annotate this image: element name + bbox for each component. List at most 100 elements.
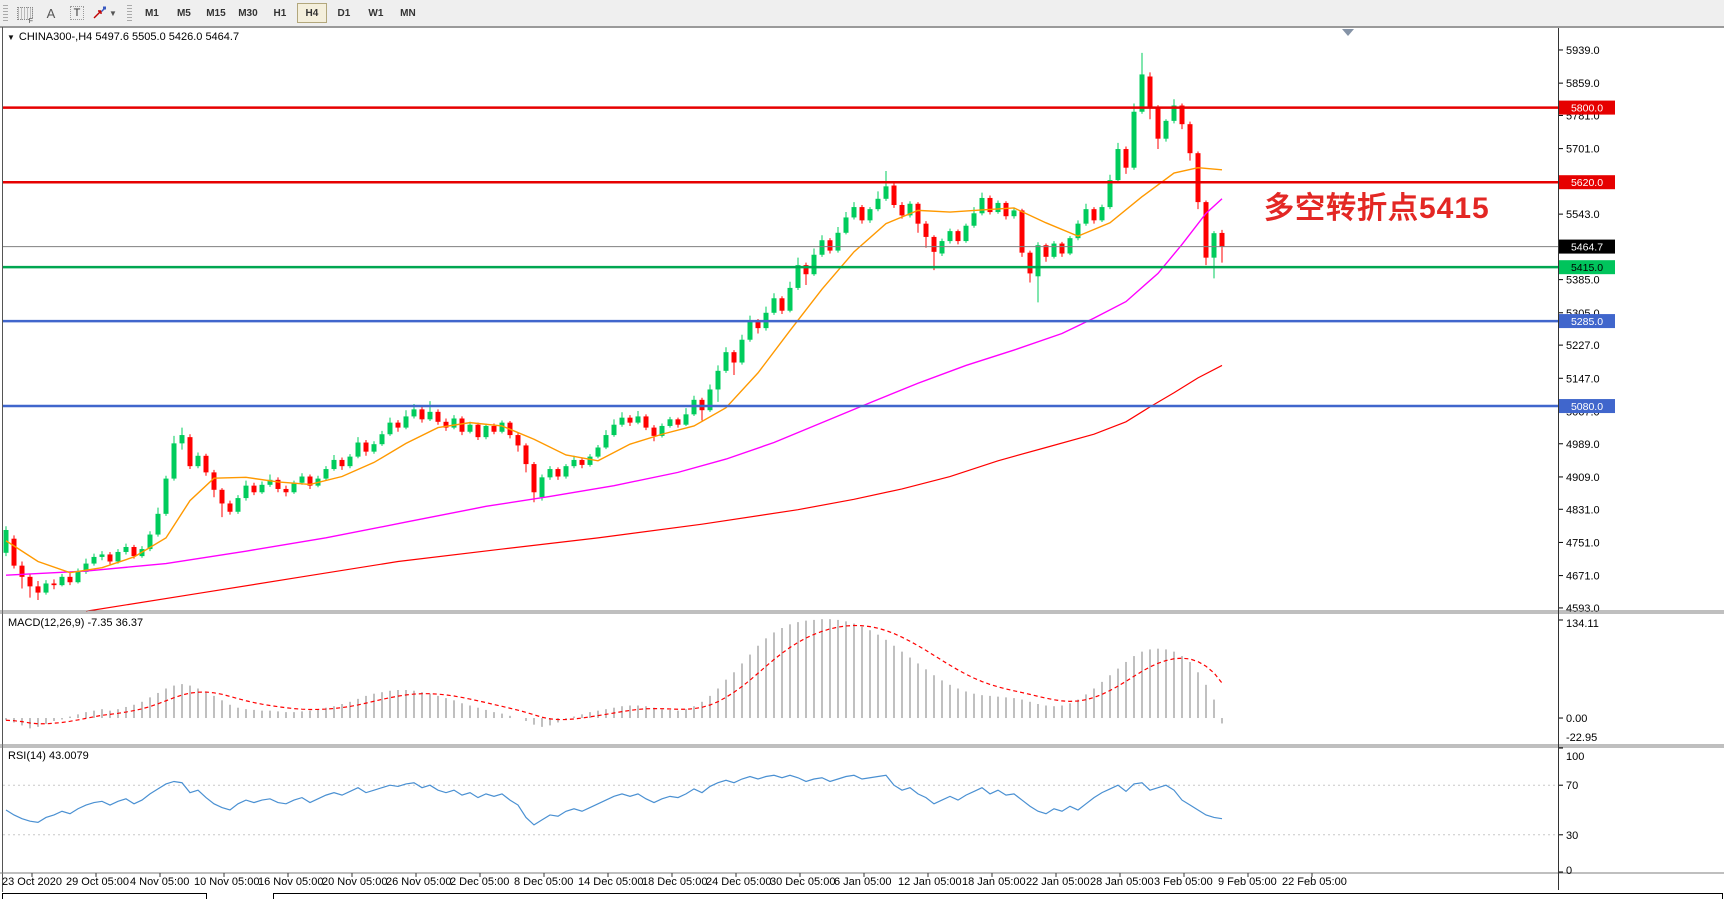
candle-body xyxy=(75,571,81,583)
letter-a-icon: A xyxy=(46,5,56,21)
candle-body xyxy=(227,503,233,512)
candle-body xyxy=(819,240,825,255)
ma-fast-line xyxy=(5,166,1223,574)
candle-body xyxy=(675,419,681,425)
candle-body xyxy=(1115,149,1121,181)
shift-marker-icon[interactable] xyxy=(1342,29,1354,36)
candle-body xyxy=(547,469,553,478)
date-label: 20 Nov 05:00 xyxy=(322,876,387,888)
timeframe-m30[interactable]: M30 xyxy=(238,7,258,19)
chevron-down-icon: ▼ xyxy=(109,8,117,18)
candle-body xyxy=(1123,149,1129,168)
rsi-tick-label: 0 xyxy=(1566,865,1572,877)
candle-body xyxy=(747,321,753,340)
candle-body xyxy=(1195,153,1201,203)
candle-body xyxy=(635,416,641,423)
price-tick-label: 5543.0 xyxy=(1566,209,1600,221)
background-window-fragment xyxy=(273,893,1723,899)
candle-body xyxy=(1091,209,1097,221)
candle-body xyxy=(987,197,993,213)
candle-body xyxy=(827,240,833,251)
candle-body xyxy=(435,411,441,422)
candle-body xyxy=(483,425,489,438)
candle-body xyxy=(995,202,1001,213)
collapse-triangle-icon[interactable]: ▼ xyxy=(7,33,15,42)
candle-body xyxy=(963,225,969,242)
price-tick-label: 5939.0 xyxy=(1566,45,1600,57)
symbol-header[interactable]: ▼ CHINA300-,H4 5497.6 5505.0 5426.0 5464.… xyxy=(7,31,239,43)
candle-body xyxy=(1219,232,1225,247)
candle-body xyxy=(419,409,425,420)
candle-body xyxy=(539,477,545,498)
date-label: 22 Feb 05:00 xyxy=(1282,876,1347,888)
date-label: 3 Feb 05:00 xyxy=(1154,876,1213,888)
candle-body xyxy=(531,464,537,493)
candle-body xyxy=(259,484,265,493)
grid-template-button[interactable]: F xyxy=(13,2,37,25)
candle-body xyxy=(1171,105,1177,121)
candle-body xyxy=(403,416,409,428)
candle-body xyxy=(211,472,217,490)
candle-body xyxy=(171,443,177,479)
candle-body xyxy=(67,576,73,583)
ma-mid-line xyxy=(5,198,1223,576)
date-label: 22 Jan 05:00 xyxy=(1026,876,1090,888)
candle-body xyxy=(603,435,609,448)
candle-body xyxy=(579,459,585,465)
toolbar-drag-handle[interactable] xyxy=(3,5,8,21)
macd-max-label: 134.11 xyxy=(1566,618,1599,630)
price-tick-label: 4909.0 xyxy=(1566,472,1600,484)
chart-background xyxy=(0,27,1724,893)
timeframe-m1[interactable]: M1 xyxy=(144,7,159,19)
candle-body xyxy=(411,409,417,417)
candle-body xyxy=(851,207,857,218)
date-label: 16 Nov 05:00 xyxy=(258,876,323,888)
candle-body xyxy=(859,207,865,221)
candle-body xyxy=(787,287,793,311)
arrows-tool-button[interactable]: ▼ xyxy=(91,2,118,24)
candle-body xyxy=(907,203,913,216)
candle-body xyxy=(27,576,33,587)
candle-body xyxy=(243,485,249,499)
candle-body xyxy=(339,459,345,467)
text-box-tool-button[interactable]: T xyxy=(65,2,89,24)
diagonal-arrows-icon xyxy=(93,6,106,19)
candle-body xyxy=(1019,210,1025,253)
candle-body xyxy=(107,554,113,562)
candle-body xyxy=(203,455,209,473)
candle-body xyxy=(875,198,881,210)
candle-body xyxy=(923,223,929,237)
timeframe-d1[interactable]: D1 xyxy=(337,7,351,19)
timeframe-mn[interactable]: MN xyxy=(400,7,416,19)
candle-body xyxy=(451,418,457,428)
date-label: 6 Jan 05:00 xyxy=(834,876,892,888)
candle-body xyxy=(1035,245,1041,277)
rsi-tick-label: 70 xyxy=(1566,780,1578,792)
candle-body xyxy=(155,513,161,535)
timeframe-h1[interactable]: H1 xyxy=(273,7,287,19)
candle-body xyxy=(267,479,273,485)
timeframe-m5[interactable]: M5 xyxy=(176,7,191,19)
candle-body xyxy=(387,422,393,435)
toolbar: F A T ▼ M1 M5 M15 M30 H1 H4 D1 W1 MN xyxy=(0,0,1724,27)
timeframe-h4[interactable]: H4 xyxy=(296,3,327,23)
candle-body xyxy=(1147,76,1153,108)
candle-body xyxy=(947,231,953,242)
candle-body xyxy=(35,586,41,593)
macd-min-label: -22.95 xyxy=(1566,732,1597,744)
date-label: 4 Nov 05:00 xyxy=(130,876,189,888)
chart-canvas[interactable]: 5939.05859.05781.05701.05543.05385.05305… xyxy=(0,27,1724,893)
candle-body xyxy=(811,254,817,275)
price-badge xyxy=(1559,175,1615,190)
timeframe-toolbar-handle[interactable] xyxy=(126,5,132,21)
candle-body xyxy=(43,583,49,593)
rsi-tick-label: 30 xyxy=(1566,830,1578,842)
timeframe-w1[interactable]: W1 xyxy=(368,7,384,19)
candle-body xyxy=(643,416,649,428)
text-label-tool-button[interactable]: A xyxy=(39,2,63,24)
candle-body xyxy=(427,411,433,420)
candle-body xyxy=(915,203,921,224)
timeframe-m15[interactable]: M15 xyxy=(206,7,226,19)
date-label: 29 Oct 05:00 xyxy=(66,876,129,888)
